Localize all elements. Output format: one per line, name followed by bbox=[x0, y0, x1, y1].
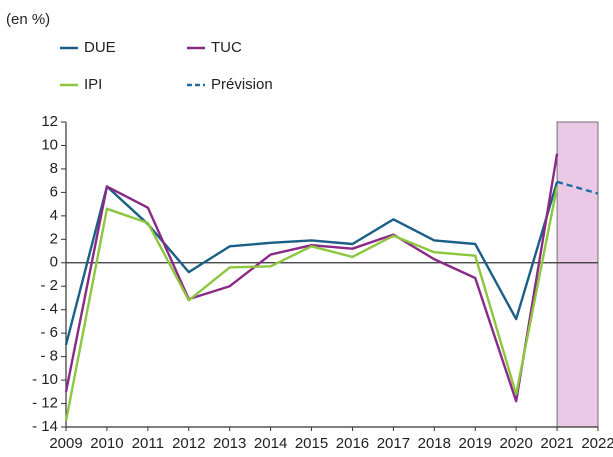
x-tick-label: 2021 bbox=[540, 435, 573, 452]
legend-label: DUE bbox=[84, 39, 116, 56]
x-tick-label: 2019 bbox=[459, 435, 492, 452]
x-tick-label: 2017 bbox=[377, 435, 410, 452]
x-tick-label: 2009 bbox=[49, 435, 82, 452]
x-tick-label: 2014 bbox=[254, 435, 287, 452]
y-tick-label: 6 bbox=[50, 183, 58, 200]
x-tick-label: 2015 bbox=[295, 435, 328, 452]
x-tick-label: 2012 bbox=[172, 435, 205, 452]
y-tick-label: - 2 bbox=[40, 277, 58, 294]
x-tick-label: 2020 bbox=[499, 435, 532, 452]
y-tick-label: - 10 bbox=[32, 371, 58, 388]
y-tick-label: 2 bbox=[50, 230, 58, 247]
series-line bbox=[64, 186, 559, 422]
y-tick-label: 0 bbox=[50, 254, 58, 271]
y-tick-label: - 14 bbox=[32, 418, 58, 435]
y-tick-label: - 4 bbox=[40, 301, 58, 318]
x-tick-label: 2013 bbox=[213, 435, 246, 452]
x-tick-label: 2018 bbox=[418, 435, 451, 452]
series-line bbox=[64, 153, 559, 403]
x-tick-label: 2016 bbox=[336, 435, 369, 452]
y-tick-label: 4 bbox=[50, 207, 58, 224]
unit-label: (en %) bbox=[6, 11, 50, 28]
y-tick-label: - 12 bbox=[32, 395, 58, 412]
y-tick-label: 12 bbox=[41, 113, 58, 130]
legend-label: Prévision bbox=[211, 76, 273, 93]
y-tick-label: 8 bbox=[50, 160, 58, 177]
forecast-band bbox=[556, 121, 599, 428]
legend-label: TUC bbox=[211, 39, 242, 56]
y-tick-label: - 8 bbox=[40, 348, 58, 365]
x-tick-label: 2011 bbox=[132, 435, 164, 452]
y-tick-label: 10 bbox=[41, 136, 58, 153]
y-tick-label: - 6 bbox=[40, 324, 58, 341]
x-tick-label: 2022 bbox=[581, 435, 613, 452]
series-line bbox=[556, 180, 599, 195]
legend-label: IPI bbox=[84, 76, 102, 93]
x-tick-label: 2010 bbox=[90, 435, 123, 452]
